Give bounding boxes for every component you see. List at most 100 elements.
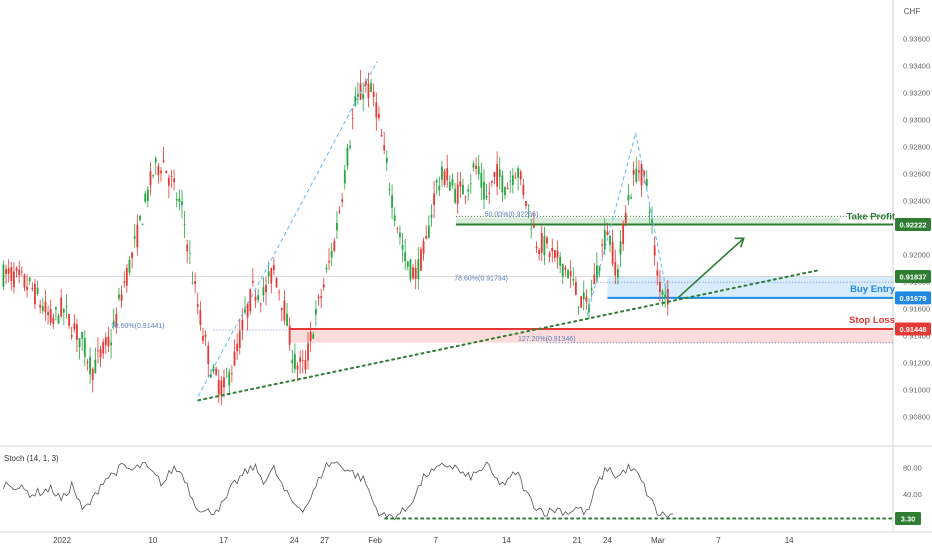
price-tick-label: 0.91200 [903,359,930,368]
candle-body [504,187,506,196]
stoch-tick-label: 80.00 [903,464,922,473]
candle-body [23,275,26,288]
candle-body [68,313,70,326]
candle-body [569,271,572,277]
time-tick-label: 14 [785,536,794,545]
time-tick-label: 27 [320,536,329,545]
candle-body [112,320,115,327]
candle-body [617,269,619,278]
candle-body [438,185,441,191]
candle-body [34,283,36,305]
price-tick-label: 0.93200 [903,89,930,98]
stochastic-pane: Stoch (14, 1, 3) 40.00 80.00 3.30 [3,454,922,525]
candle-body [551,247,554,252]
candle-body [443,171,446,185]
take-profit-badge-text: 0.92222 [899,221,926,230]
candle-body [170,175,173,177]
candle-body [178,198,181,203]
candle-body [593,274,596,285]
candle-body [328,260,330,263]
candle-body [207,345,210,365]
candle-body [125,267,128,286]
candle-body [601,244,604,246]
candle-body [278,291,281,293]
candle-body [20,271,23,273]
candle-body [230,373,233,375]
candle-body [454,188,456,203]
candle-body [614,261,617,276]
time-tick-label: 7 [433,536,438,545]
candle-body [509,181,512,183]
time-tick-label: 10 [148,536,157,545]
candle-body [341,199,344,202]
candle-body [28,277,31,282]
candle-body [183,223,186,225]
level-zones [0,215,893,344]
candle-body [472,163,475,168]
candle-body [651,218,653,223]
candle-body [433,193,435,206]
candle-body [538,249,541,254]
candle-body [451,179,454,186]
candle-body [228,371,231,386]
candle-body [414,267,417,279]
candle-body [55,307,57,310]
candle-body [154,158,157,163]
fib-swing-line-left [197,61,378,397]
candle-body [456,184,459,205]
candle-body [18,269,21,276]
candle-body [493,172,496,177]
candle-body [362,94,365,100]
candle-body [643,171,646,177]
candle-body [343,170,346,184]
stochastic-title: Stoch (14, 1, 3) [4,454,59,463]
time-tick-label: 17 [219,536,228,545]
candle-body [241,319,244,330]
candle-body [107,336,110,347]
stop-loss-zone [289,329,893,343]
candle-body [2,264,5,287]
take-profit-label: Take Profit [847,212,896,223]
candle-body [448,182,451,191]
candle-body [118,294,120,299]
candle-body [380,134,383,137]
fib-label: 127.20%(0.91346) [518,336,576,343]
candle-body [522,184,525,195]
candle-body [10,267,13,282]
candle-body [462,184,464,195]
time-tick-label: 24 [603,536,612,545]
candle-body [286,313,288,326]
candle-body [265,284,267,293]
candle-body [194,281,197,284]
candle-body [120,294,123,302]
candle-body [378,113,380,118]
candle-body [517,168,520,178]
candle-body [420,249,422,271]
candle-body [638,170,640,173]
candle-body [259,303,262,305]
candle-body [7,268,10,274]
candle-body [527,204,530,206]
candle-body [31,287,34,290]
projection-arrow-head [734,237,745,248]
candle-body [404,252,407,262]
candle-body [349,145,351,148]
candle-body [78,338,81,348]
candle-body [543,235,546,256]
candle-body [417,259,420,279]
candle-body [567,269,569,279]
candle-body [283,300,286,321]
stoch-tick-label: 40.00 [903,490,922,499]
candle-body [506,187,509,190]
candle-body [99,348,102,358]
candle-body [480,172,483,188]
candle-body [257,295,260,300]
candle-body [645,179,648,187]
candle-body [165,170,168,174]
price-tick-label: 0.93000 [903,116,930,125]
candle-body [288,325,291,345]
candle-body [299,357,302,363]
candle-body [338,211,341,213]
candle-body [535,246,538,249]
candle-body [464,196,467,198]
